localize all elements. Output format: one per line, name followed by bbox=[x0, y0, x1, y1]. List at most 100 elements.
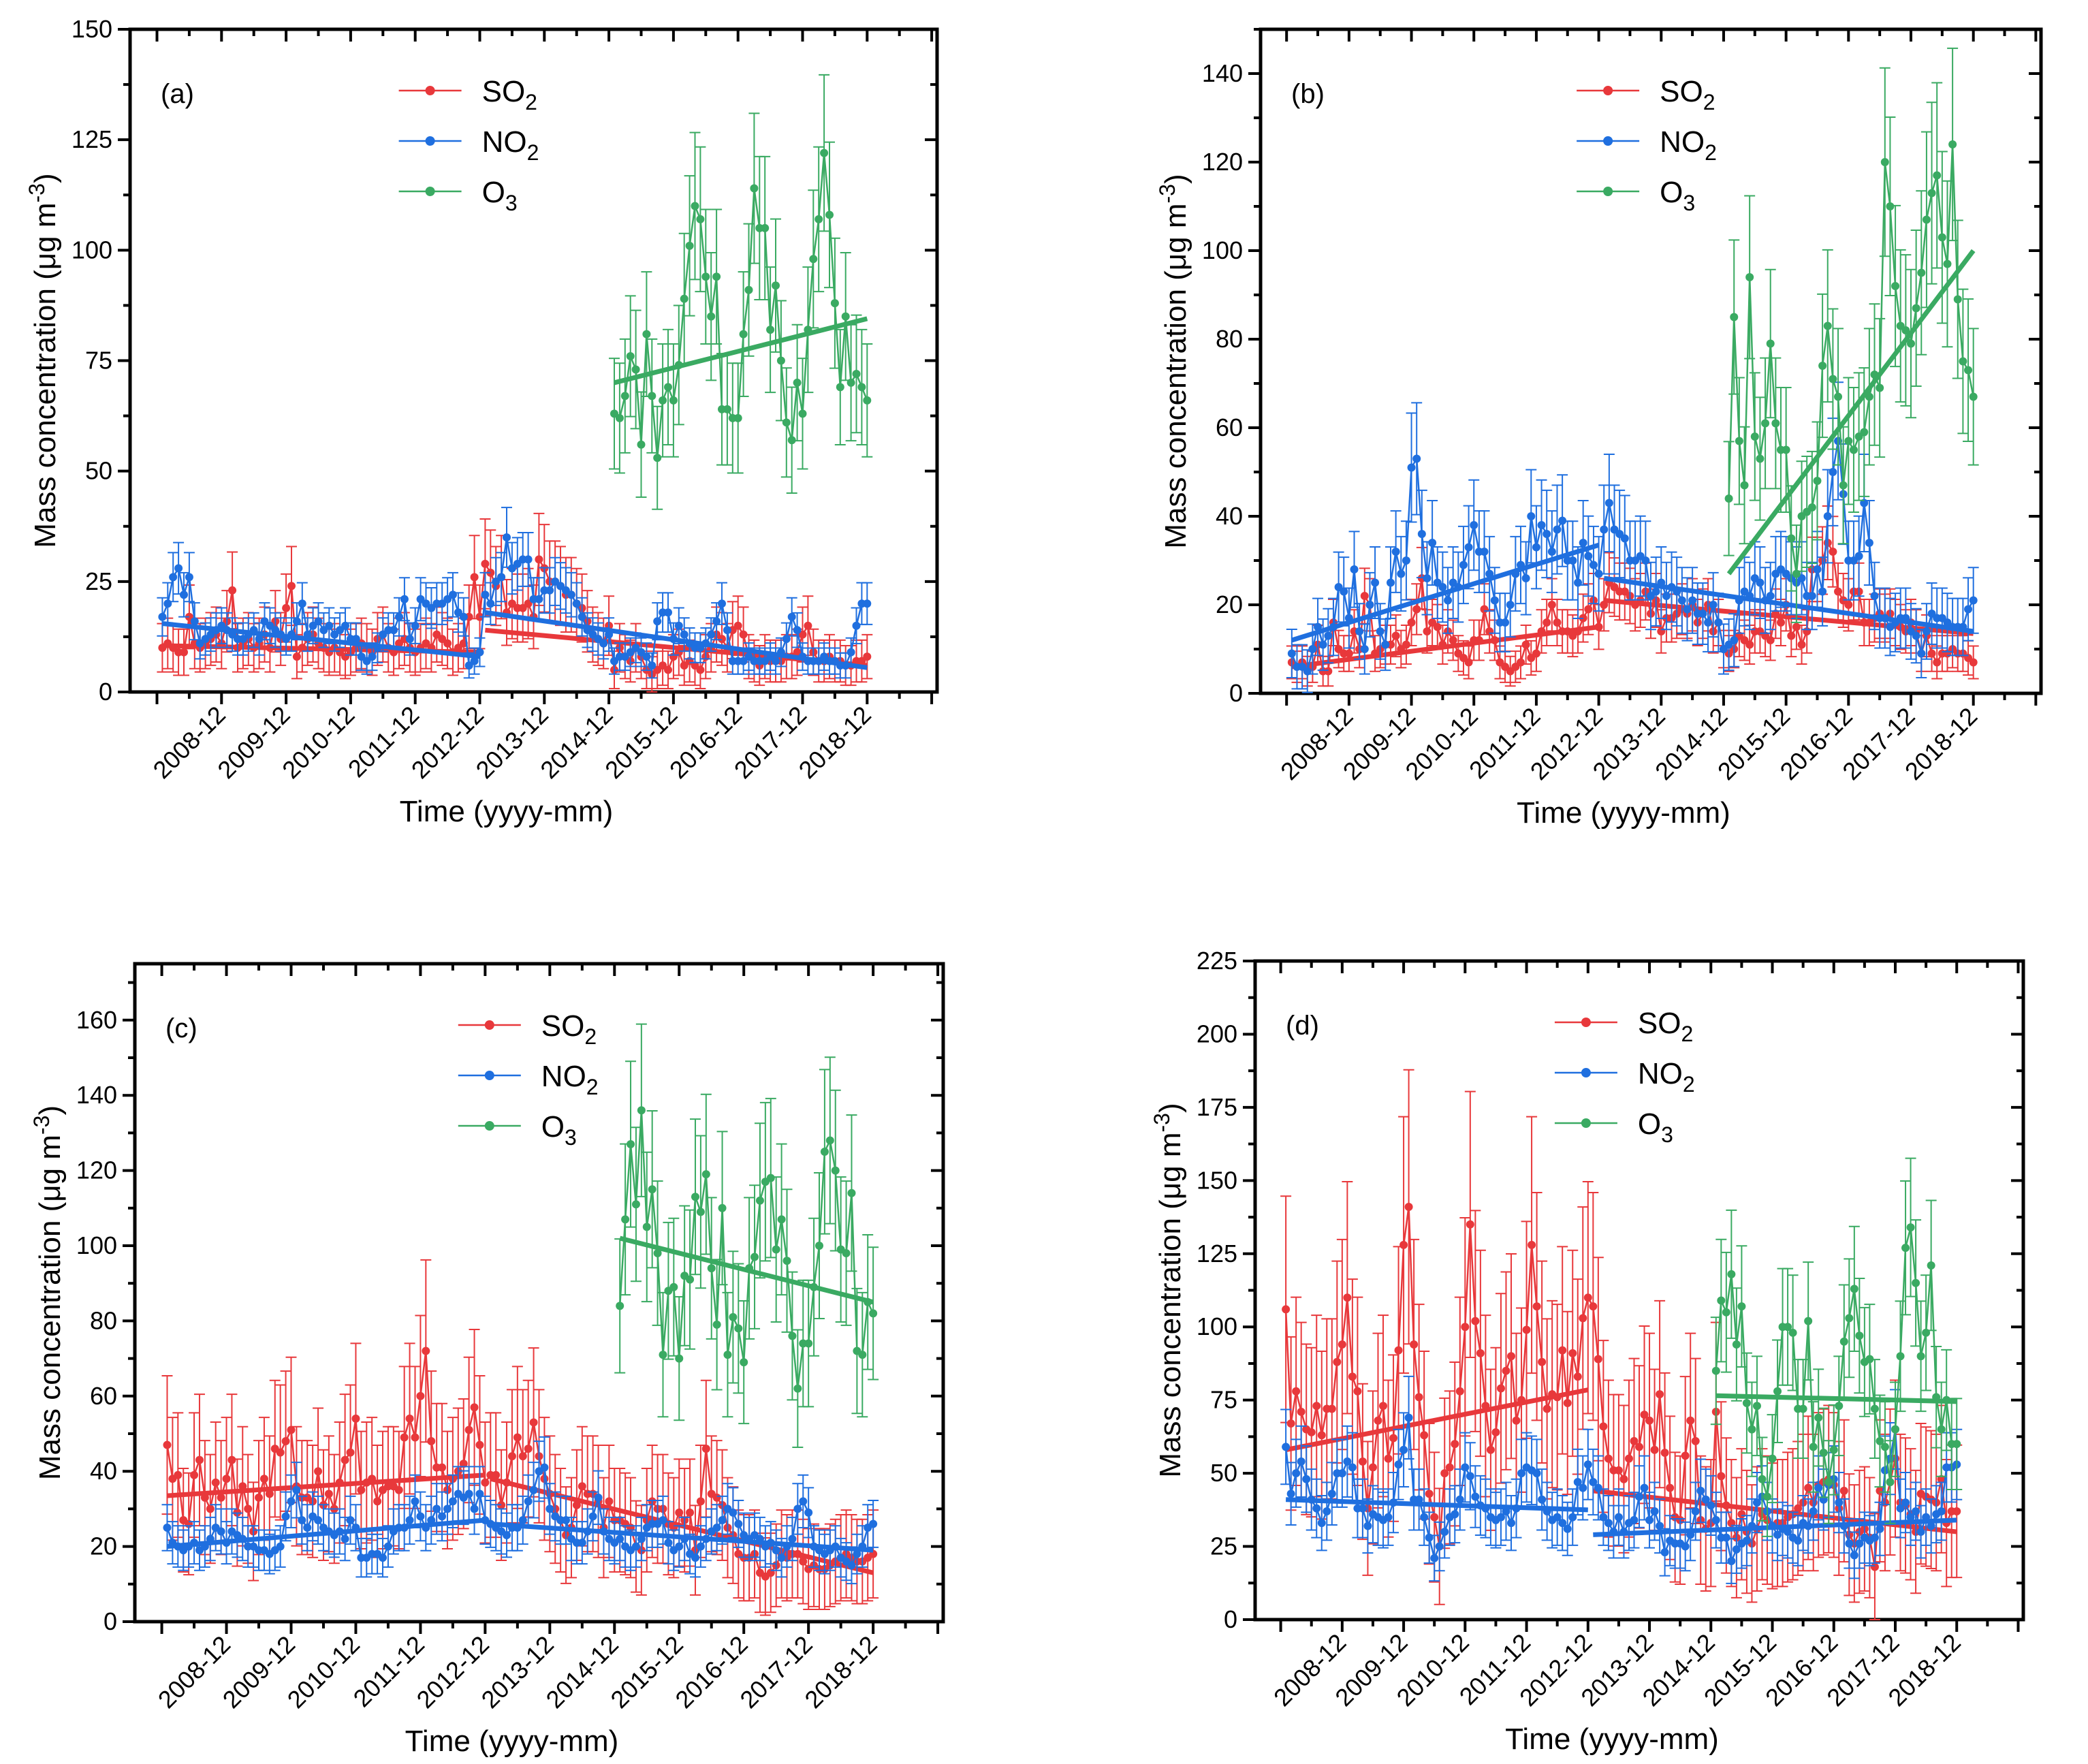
data-point bbox=[201, 635, 210, 644]
data-point bbox=[723, 626, 731, 635]
data-point bbox=[507, 564, 516, 573]
data-point bbox=[718, 599, 726, 608]
data-point bbox=[169, 573, 178, 582]
y-tick-label: 25 bbox=[85, 567, 112, 595]
data-point bbox=[1645, 1416, 1654, 1425]
data-point bbox=[1365, 601, 1374, 609]
data-point bbox=[761, 657, 770, 665]
data-point bbox=[820, 1148, 829, 1156]
data-point bbox=[379, 630, 387, 639]
data-point bbox=[1834, 587, 1843, 596]
data-point bbox=[1486, 1445, 1495, 1454]
panel-label: (d) bbox=[1286, 1011, 1319, 1041]
data-point bbox=[1476, 1349, 1485, 1357]
data-point bbox=[744, 285, 753, 294]
legend: SO2 NO2 O3 bbox=[1577, 75, 1717, 215]
data-point bbox=[631, 1542, 640, 1551]
data-point bbox=[696, 1208, 705, 1216]
data-point bbox=[718, 1203, 727, 1212]
data-point bbox=[1912, 304, 1920, 313]
data-point bbox=[1502, 1366, 1510, 1375]
y-tick-label: 0 bbox=[1224, 1605, 1237, 1633]
data-point bbox=[653, 1249, 662, 1258]
data-point bbox=[1959, 357, 1967, 366]
trend-line bbox=[1592, 1488, 1957, 1534]
data-point bbox=[1794, 1504, 1803, 1513]
plot-frame bbox=[1259, 27, 2043, 695]
data-point bbox=[809, 255, 818, 264]
data-point bbox=[1307, 1428, 1316, 1436]
data-point bbox=[842, 1249, 851, 1258]
data-point bbox=[1589, 561, 1598, 569]
data-point bbox=[1317, 1431, 1326, 1440]
data-point bbox=[1917, 649, 1926, 658]
data-point bbox=[594, 635, 603, 644]
data-point bbox=[292, 652, 301, 661]
data-point bbox=[594, 1493, 603, 1502]
y-tick-label: 160 bbox=[76, 1006, 117, 1034]
data-point bbox=[1471, 1317, 1480, 1325]
data-point bbox=[1425, 1490, 1434, 1498]
data-point bbox=[227, 1455, 236, 1464]
data-point bbox=[648, 1185, 657, 1194]
data-point bbox=[1397, 569, 1406, 578]
data-point bbox=[863, 599, 872, 608]
data-point bbox=[1327, 1404, 1336, 1413]
data-point bbox=[1927, 189, 1936, 198]
data-point bbox=[443, 1505, 452, 1513]
data-point bbox=[518, 603, 527, 612]
y-tick-label: 80 bbox=[90, 1306, 117, 1334]
data-point bbox=[616, 1534, 624, 1543]
data-point bbox=[1428, 539, 1437, 547]
data-point bbox=[1379, 1402, 1387, 1411]
data-point bbox=[259, 1475, 268, 1483]
legend: SO2 NO2 O3 bbox=[458, 1009, 599, 1150]
data-point bbox=[739, 330, 748, 338]
x-tick-label: 2014-12 bbox=[541, 1631, 624, 1714]
data-point bbox=[1547, 548, 1556, 556]
data-point bbox=[637, 1106, 646, 1115]
data-point bbox=[776, 356, 785, 365]
data-point bbox=[1792, 569, 1801, 578]
data-point bbox=[1797, 640, 1806, 649]
data-point bbox=[1368, 1463, 1377, 1472]
data-point bbox=[680, 661, 689, 670]
data-point bbox=[626, 352, 635, 361]
data-point bbox=[1662, 592, 1671, 600]
data-point bbox=[1537, 521, 1546, 529]
legend-marker-so2 bbox=[484, 1020, 494, 1030]
legend-label-no2: NO2 bbox=[482, 125, 539, 165]
data-point bbox=[287, 1426, 296, 1434]
y-tick-label: 80 bbox=[1216, 325, 1243, 353]
data-point bbox=[680, 630, 689, 639]
data-point bbox=[1964, 605, 1973, 614]
data-point bbox=[383, 1542, 392, 1551]
y-tick-label: 40 bbox=[90, 1457, 117, 1485]
data-point bbox=[1412, 454, 1421, 463]
data-point bbox=[1651, 587, 1660, 596]
data-point bbox=[659, 1515, 667, 1524]
data-point bbox=[744, 652, 753, 661]
y-tick-label: 75 bbox=[85, 347, 112, 375]
data-point bbox=[1506, 601, 1515, 609]
data-point bbox=[852, 369, 861, 378]
data-point bbox=[1584, 552, 1593, 561]
data-point bbox=[1943, 259, 1952, 268]
data-point bbox=[648, 661, 657, 670]
chart-panel-c: 0 20 40 60 80 100 120 140 160 2008-122009-122010-… bbox=[29, 962, 945, 1758]
data-point bbox=[1394, 1346, 1403, 1355]
y-tick-label: 0 bbox=[104, 1607, 117, 1635]
data-point bbox=[772, 657, 780, 665]
data-point bbox=[1402, 640, 1410, 649]
data-point bbox=[1399, 1240, 1408, 1249]
data-point bbox=[701, 272, 710, 281]
data-point bbox=[368, 652, 377, 661]
data-point bbox=[1371, 578, 1380, 587]
data-point bbox=[1620, 534, 1629, 543]
series-o3 bbox=[614, 1023, 879, 1449]
data-point bbox=[1438, 583, 1447, 591]
series-no2 bbox=[161, 1436, 879, 1585]
data-point bbox=[1870, 592, 1879, 600]
data-point bbox=[341, 1534, 349, 1543]
data-point bbox=[1630, 1436, 1639, 1445]
